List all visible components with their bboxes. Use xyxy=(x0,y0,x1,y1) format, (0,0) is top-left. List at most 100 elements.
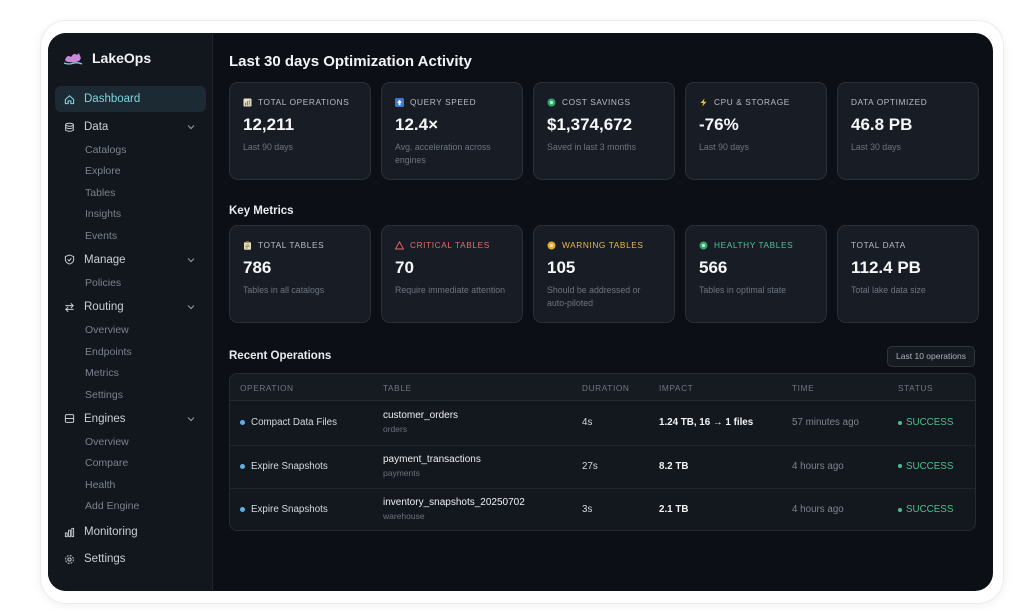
schema-name: payments xyxy=(383,467,420,478)
sidebar-item-data[interactable]: Data xyxy=(55,114,206,140)
schema-name: warehouse xyxy=(383,511,425,521)
data-optimized-card[interactable]: DATA OPTIMIZED 46.8 PB Last 30 days xyxy=(837,82,979,180)
sidebar-item-label: Manage xyxy=(84,253,126,266)
card-header: COST SAVINGS xyxy=(547,96,662,108)
sidebar-subitem-catalogs[interactable]: Catalogs xyxy=(85,144,127,156)
operation-dot-icon xyxy=(240,420,245,425)
column-header: TIME xyxy=(792,383,815,393)
card-value: 70 xyxy=(395,258,414,277)
total-tables-card[interactable]: TOTAL TABLES 786 Tables in all catalogs xyxy=(229,225,371,323)
main-content: Last 30 days Optimization Activity TOTAL… xyxy=(213,33,993,591)
chevron-down-icon[interactable] xyxy=(186,414,196,424)
sidebar-item-label: Dashboard xyxy=(84,93,141,105)
schema-name: orders xyxy=(383,424,408,434)
app-name: LakeOps xyxy=(92,50,152,66)
sidebar-item-monitoring[interactable]: Monitoring xyxy=(55,519,206,545)
table-row[interactable]: Compact Data Files customer_orders order… xyxy=(230,402,975,446)
table-header: OPERATION TABLE DURATION IMPACT TIME STA… xyxy=(230,374,975,401)
logo-icon xyxy=(63,53,83,65)
database-icon xyxy=(63,121,76,134)
sidebar-subitem-endpoints[interactable]: Endpoints xyxy=(85,345,132,358)
sidebar-item-dashboard[interactable]: Dashboard xyxy=(55,86,206,112)
operation-dot-icon xyxy=(240,507,245,512)
activity-cards: TOTAL OPERATIONS 12,211 Last 90 days QUE… xyxy=(229,82,979,180)
operation-dot-icon xyxy=(240,463,245,469)
total-operations-card[interactable]: TOTAL OPERATIONS 12,211 Last 90 days xyxy=(229,82,371,180)
sidebar-subitem-overview[interactable]: Overview xyxy=(85,324,129,337)
logo[interactable]: LakeOps xyxy=(62,49,151,67)
warning-tables-card[interactable]: WARNING TABLES 105 Should be addressed o… xyxy=(533,225,675,323)
query-speed-card[interactable]: QUERY SPEED 12.4× Avg. acceleration acro… xyxy=(381,82,523,180)
column-header: DURATION xyxy=(582,383,630,393)
healthy-tables-card[interactable]: HEALTHY TABLES 566 Tables in optimal sta… xyxy=(685,225,827,323)
status-text: SUCCESS xyxy=(906,417,954,428)
total-data-card[interactable]: TOTAL DATA 112.4 PB Total lake data size xyxy=(837,225,979,323)
bar-chart-icon xyxy=(243,98,252,107)
impact-cell: 2.1 TB xyxy=(659,504,689,515)
card-header: TOTAL OPERATIONS xyxy=(243,96,358,108)
chevron-down-icon[interactable] xyxy=(186,255,196,265)
critical-tables-card[interactable]: CRITICAL TABLES 70 Require immediate att… xyxy=(381,225,523,323)
card-value: 12.4× xyxy=(395,115,439,134)
status-badge: SUCCESS xyxy=(898,461,953,472)
shield-icon xyxy=(63,253,76,266)
card-label: DATA OPTIMIZED xyxy=(851,97,928,107)
sidebar-item-engines[interactable]: Engines xyxy=(55,406,206,432)
card-subtitle: Avg. acceleration across engines xyxy=(395,142,491,165)
sidebar-subitem-insights[interactable]: Insights xyxy=(85,208,122,221)
duration-cell: 3s xyxy=(582,504,593,515)
cpu-storage-card[interactable]: CPU & STORAGE -76% Last 90 days xyxy=(685,82,827,180)
sidebar-subitem-compare[interactable]: Compare xyxy=(85,457,129,470)
card-subtitle: Tables in optimal state xyxy=(699,285,787,295)
chevron-down-icon[interactable] xyxy=(186,302,196,312)
impact-cell: 8.2 TB xyxy=(659,460,689,472)
card-label: TOTAL OPERATIONS xyxy=(258,97,350,107)
page-title: Last 30 days Optimization Activity xyxy=(229,53,472,70)
sidebar-subitem-add-engine[interactable]: Add Engine xyxy=(85,500,140,513)
card-label: HEALTHY TABLES xyxy=(714,240,794,250)
sidebar-subitem-tables[interactable]: Tables xyxy=(85,186,116,199)
sidebar-subitem-engines-overview[interactable]: Overview xyxy=(85,435,129,448)
column-header: STATUS xyxy=(898,383,934,393)
card-header: QUERY SPEED xyxy=(395,96,510,108)
card-header: HEALTHY TABLES xyxy=(699,239,814,251)
sidebar-item-label: Engines xyxy=(84,412,126,425)
card-subtitle: Last 90 days xyxy=(243,142,293,152)
card-value: 105 xyxy=(547,258,576,277)
chevron-down-icon[interactable] xyxy=(186,122,196,132)
operation-cell: Expire Snapshots xyxy=(240,461,328,472)
table-row[interactable]: Expire Snapshots payment_transactions pa… xyxy=(230,446,975,489)
sidebar-item-label: Settings xyxy=(84,553,126,566)
card-subtitle: Should be addressed or auto-piloted xyxy=(547,285,641,308)
green-dot-icon xyxy=(699,241,708,250)
table-name[interactable]: payment_transactions xyxy=(383,453,481,465)
gear-icon xyxy=(63,553,76,566)
card-label: CRITICAL TABLES xyxy=(410,240,490,250)
sidebar-subitem-events[interactable]: Events xyxy=(85,229,118,242)
sidebar-item-routing[interactable]: Routing xyxy=(55,294,206,320)
card-header: TOTAL DATA xyxy=(851,239,966,251)
sidebar-subitem-settings[interactable]: Settings xyxy=(85,388,123,401)
table-row[interactable]: Expire Snapshots inventory_snapshots_202… xyxy=(230,489,975,530)
card-subtitle: Saved in last 3 months xyxy=(547,142,636,152)
sidebar-subitem-health[interactable]: Health xyxy=(85,478,116,491)
card-label: QUERY SPEED xyxy=(410,97,477,107)
table-name[interactable]: inventory_snapshots_20250702 xyxy=(383,497,525,508)
status-badge: SUCCESS xyxy=(898,504,953,515)
sidebar-subitem-policies[interactable]: Policies xyxy=(85,276,122,289)
sidebar-nav: Dashboard Data Catalogs Explore Tables I… xyxy=(55,86,206,572)
card-value: 112.4 PB xyxy=(851,258,921,277)
time-cell: 57 minutes ago xyxy=(792,417,859,428)
sidebar-subitem-metrics[interactable]: Metrics xyxy=(85,367,119,380)
operation-name: Expire Snapshots xyxy=(251,460,328,472)
table-name[interactable]: customer_orders xyxy=(383,410,459,421)
column-header: OPERATION xyxy=(240,383,294,393)
last-10-operations-button[interactable]: Last 10 operations xyxy=(887,346,975,367)
cost-savings-card[interactable]: COST SAVINGS $1,374,672 Saved in last 3 … xyxy=(533,82,675,180)
sidebar-subitem-explore[interactable]: Explore xyxy=(85,165,121,178)
status-text: SUCCESS xyxy=(906,504,954,515)
card-label: WARNING TABLES xyxy=(562,240,644,250)
sidebar-item-manage[interactable]: Manage xyxy=(55,247,206,273)
card-label: TOTAL DATA xyxy=(851,240,906,250)
sidebar-item-settings[interactable]: Settings xyxy=(55,546,206,572)
